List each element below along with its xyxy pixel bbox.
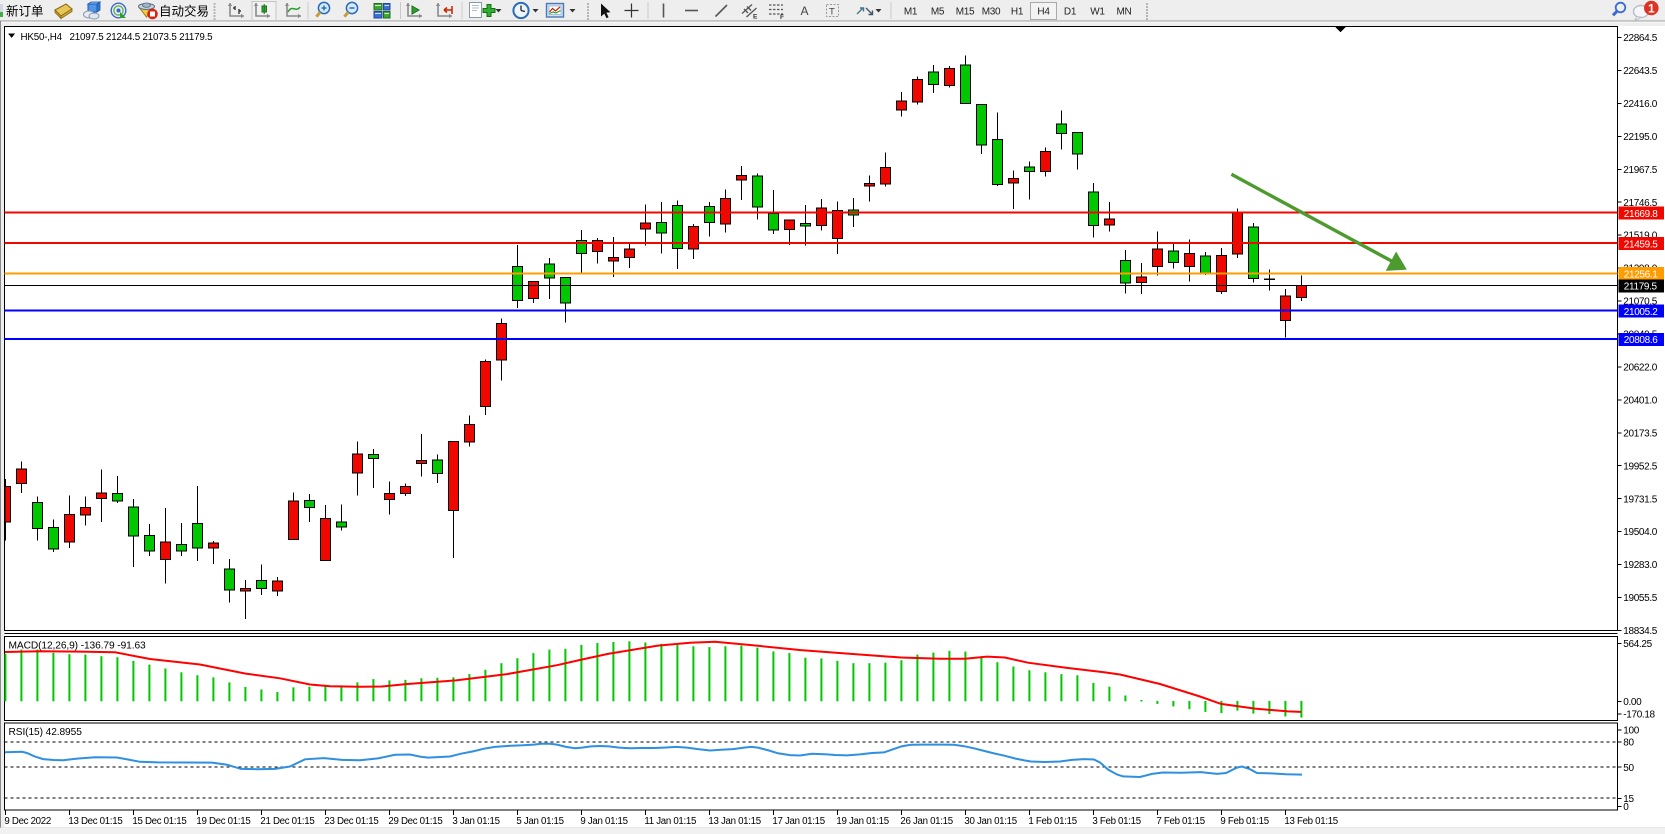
svg-text:21005.2: 21005.2 xyxy=(1624,307,1658,318)
svg-text:19 Jan 01:15: 19 Jan 01:15 xyxy=(836,816,888,827)
svg-text:19952.5: 19952.5 xyxy=(1623,461,1657,472)
svg-text:19283.0: 19283.0 xyxy=(1623,560,1657,571)
svg-text:自动交易: 自动交易 xyxy=(159,4,209,19)
svg-text:26 Jan 01:15: 26 Jan 01:15 xyxy=(900,816,952,827)
svg-text:20622.0: 20622.0 xyxy=(1623,363,1657,374)
svg-text:22864.5: 22864.5 xyxy=(1623,33,1657,44)
svg-text:9 Feb 01:15: 9 Feb 01:15 xyxy=(1220,816,1268,827)
svg-text:20401.0: 20401.0 xyxy=(1623,395,1657,406)
svg-text:M1: M1 xyxy=(904,7,918,18)
svg-text:0: 0 xyxy=(1623,802,1629,813)
svg-text:MACD(12,26,9) -136.79 -91.63: MACD(12,26,9) -136.79 -91.63 xyxy=(9,641,147,652)
svg-text:23 Dec 01:15: 23 Dec 01:15 xyxy=(324,816,378,827)
svg-text:22416.0: 22416.0 xyxy=(1623,99,1657,110)
svg-text:E: E xyxy=(753,14,758,21)
svg-text:3 Jan 01:15: 3 Jan 01:15 xyxy=(452,816,499,827)
svg-text:15 Dec 01:15: 15 Dec 01:15 xyxy=(132,816,186,827)
svg-text:21519.0: 21519.0 xyxy=(1623,231,1657,242)
svg-text:564.25: 564.25 xyxy=(1623,639,1652,650)
svg-text:H4: H4 xyxy=(1037,7,1050,18)
svg-text:21179.5: 21179.5 xyxy=(1624,282,1658,293)
svg-text:11 Jan 01:15: 11 Jan 01:15 xyxy=(644,816,696,827)
svg-text:H1: H1 xyxy=(1011,7,1024,18)
svg-text:22195.0: 22195.0 xyxy=(1623,132,1657,143)
svg-text:W1: W1 xyxy=(1090,7,1105,18)
svg-text:19055.5: 19055.5 xyxy=(1623,593,1657,604)
svg-text:新订单: 新订单 xyxy=(6,4,44,19)
svg-text:21070.5: 21070.5 xyxy=(1623,297,1657,308)
svg-text:20173.5: 20173.5 xyxy=(1623,428,1657,439)
svg-text:0.00: 0.00 xyxy=(1623,697,1642,708)
svg-text:19731.5: 19731.5 xyxy=(1623,494,1657,505)
svg-text:M30: M30 xyxy=(982,7,1001,18)
svg-text:20808.6: 20808.6 xyxy=(1624,335,1658,346)
svg-text:21967.5: 21967.5 xyxy=(1623,165,1657,176)
svg-text:13 Feb 01:15: 13 Feb 01:15 xyxy=(1284,816,1338,827)
svg-text:21746.5: 21746.5 xyxy=(1623,198,1657,209)
svg-text:19 Dec 01:15: 19 Dec 01:15 xyxy=(196,816,250,827)
svg-text:T: T xyxy=(829,7,835,18)
svg-text:22643.5: 22643.5 xyxy=(1623,66,1657,77)
svg-text:7 Feb 01:15: 7 Feb 01:15 xyxy=(1156,816,1204,827)
svg-text:21459.5: 21459.5 xyxy=(1624,239,1658,250)
svg-text:RSI(15) 42.8955: RSI(15) 42.8955 xyxy=(9,727,83,738)
svg-text:D1: D1 xyxy=(1064,7,1077,18)
svg-text:29 Dec 01:15: 29 Dec 01:15 xyxy=(388,816,442,827)
svg-text:1 Feb 01:15: 1 Feb 01:15 xyxy=(1028,816,1076,827)
svg-text:21669.8: 21669.8 xyxy=(1624,209,1658,220)
svg-text:13 Dec 01:15: 13 Dec 01:15 xyxy=(68,816,122,827)
svg-text:9 Jan 01:15: 9 Jan 01:15 xyxy=(580,816,627,827)
svg-text:5 Jan 01:15: 5 Jan 01:15 xyxy=(516,816,563,827)
svg-text:3 Feb 01:15: 3 Feb 01:15 xyxy=(1092,816,1140,827)
svg-text:M15: M15 xyxy=(956,7,975,18)
svg-text:HK50-,H4 21097.5 21244.5 210: HK50-,H4 21097.5 21244.5 21073.5 21179.5 xyxy=(21,32,214,43)
svg-text:-170.18: -170.18 xyxy=(1623,710,1655,721)
svg-text:9 Dec 2022: 9 Dec 2022 xyxy=(4,816,51,827)
svg-text:30 Jan 01:15: 30 Jan 01:15 xyxy=(964,816,1016,827)
svg-text:80: 80 xyxy=(1623,738,1634,749)
svg-text:A: A xyxy=(801,4,809,18)
svg-text:M5: M5 xyxy=(931,7,945,18)
svg-text:19504.0: 19504.0 xyxy=(1623,527,1657,538)
svg-text:1: 1 xyxy=(1648,1,1655,15)
svg-text:15: 15 xyxy=(1623,794,1634,805)
svg-text:21256.1: 21256.1 xyxy=(1624,269,1658,280)
svg-text:21 Dec 01:15: 21 Dec 01:15 xyxy=(260,816,314,827)
svg-text:13 Jan 01:15: 13 Jan 01:15 xyxy=(708,816,760,827)
svg-text:18834.5: 18834.5 xyxy=(1623,626,1657,637)
svg-text:MN: MN xyxy=(1117,7,1132,18)
svg-text:100: 100 xyxy=(1623,726,1639,737)
svg-text:F: F xyxy=(780,14,784,21)
svg-text:17 Jan 01:15: 17 Jan 01:15 xyxy=(772,816,824,827)
svg-text:50: 50 xyxy=(1623,763,1634,774)
